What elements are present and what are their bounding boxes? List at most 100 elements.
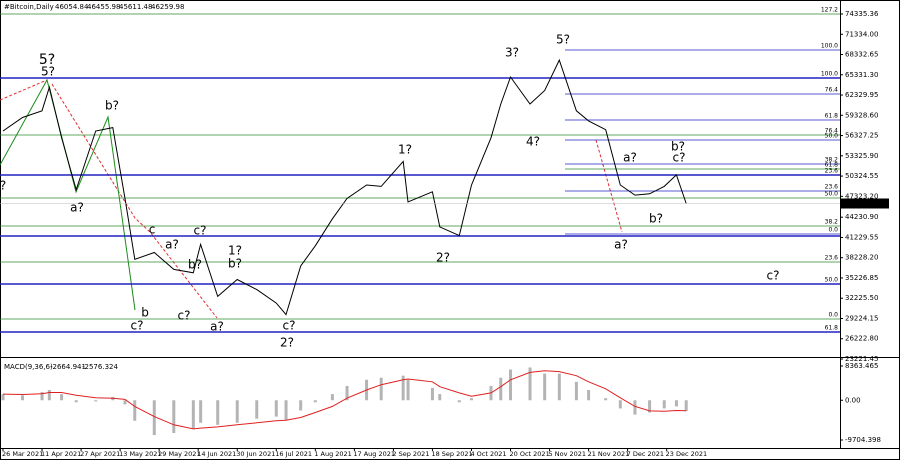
macd-bar <box>557 373 561 401</box>
wave-label: a? <box>70 201 84 215</box>
macd-bar <box>528 367 532 401</box>
x-tick-label: 17 Aug 2021 <box>353 450 395 458</box>
wave-label: 5? <box>556 33 570 47</box>
x-tick-label: 26 Mar 2021 <box>2 450 43 458</box>
macd-bar <box>499 377 503 401</box>
y-tick-label: 68332.65 <box>845 51 878 59</box>
macd-bar <box>40 392 44 401</box>
wave-label: 2? <box>436 251 450 265</box>
wave-label: 1? <box>398 143 412 157</box>
level-label: 23.6 <box>825 168 839 175</box>
macd-bar <box>133 400 137 421</box>
level-label: 0.0 <box>828 227 838 234</box>
wave-label: ? <box>0 179 6 193</box>
wave-label: b? <box>671 140 685 154</box>
level-label: 76.4 <box>825 86 839 93</box>
bar-open: 46054.84 <box>55 3 89 11</box>
macd-bar <box>648 400 652 413</box>
dashed-line <box>595 139 623 233</box>
dashed-line <box>0 79 48 101</box>
macd-bar <box>60 394 64 401</box>
wave-label: 4? <box>526 135 540 149</box>
bar-low: 45611.48 <box>119 3 152 11</box>
macd-bar <box>94 400 98 402</box>
bar-close: 46259.98 <box>151 3 184 11</box>
y-tick-label: 62329.95 <box>845 91 878 99</box>
macd-y-tick-label: -9704.398 <box>845 436 881 444</box>
wave-label: c? <box>131 319 144 333</box>
y-tick-label: 32225.50 <box>845 294 878 302</box>
wave-label: c? <box>767 269 780 283</box>
macd-bar <box>401 375 405 401</box>
header: #Bitcoin,Daily 46054.84 46455.98 45611.4… <box>4 3 184 371</box>
macd-bar <box>191 400 195 429</box>
macd-label: MACD(9,36,6) <box>4 363 53 371</box>
macd-bar <box>330 394 334 401</box>
y-tick-label: 71334.00 <box>845 30 878 38</box>
current-price-box <box>841 198 889 209</box>
level-label: 100.0 <box>821 71 838 78</box>
level-label: 50.0 <box>825 190 839 197</box>
x-tick-label: 4 Oct 2021 <box>470 450 506 458</box>
macd-main: -2664.941 <box>50 363 86 371</box>
x-tick-label: 5 Nov 2021 <box>549 450 587 458</box>
y-tick-label: 44230.90 <box>845 213 878 221</box>
macd-bar <box>216 400 220 425</box>
x-tick-label: 27 Apr 2021 <box>80 450 120 458</box>
wave-label: c? <box>194 224 207 238</box>
macd-bar <box>430 387 434 401</box>
x-tick-label: 21 Nov 2021 <box>588 450 630 458</box>
macd-bar <box>587 390 591 401</box>
x-tick-label: 7 Dec 2021 <box>627 450 664 458</box>
level-label: 23.6 <box>825 254 839 261</box>
macd-bar <box>123 400 127 405</box>
level-label: 100.0 <box>821 42 838 49</box>
x-tick-label: 14 Jun 2021 <box>197 450 236 458</box>
y-tick-label: 35226.85 <box>845 274 878 282</box>
y-tick-label: 29224.15 <box>845 314 878 322</box>
macd-bar <box>345 385 349 401</box>
wave-label: 5? <box>41 65 55 79</box>
price-line <box>2 58 687 316</box>
y-tick-label: 59328.60 <box>845 111 878 119</box>
x-tick-label: 30 Jun 2021 <box>236 450 275 458</box>
macd-bar <box>662 400 666 409</box>
level-label: 61.8 <box>825 324 839 331</box>
wave-label: 1? <box>228 244 242 258</box>
chart-title: #Bitcoin,Daily <box>4 3 54 11</box>
x-tick-label: 29 May 2021 <box>158 450 200 458</box>
macd-bar <box>674 400 678 407</box>
bar-high: 46455.98 <box>87 3 120 11</box>
macd-bar <box>633 400 637 415</box>
macd-bar <box>1 394 5 401</box>
macd-bar <box>274 400 278 417</box>
macd-bar <box>379 377 383 401</box>
wave-label: c? <box>178 309 191 323</box>
y-tick-label: 23221.45 <box>845 355 878 363</box>
macd-bar <box>438 394 442 401</box>
macd-bar <box>255 400 259 419</box>
macd-bar <box>299 400 303 411</box>
macd-y-tick-label: 0.00 <box>845 396 861 404</box>
y-tick-label: 56327.25 <box>845 132 878 140</box>
level-label: 50.0 <box>825 133 839 140</box>
x-tick-label: 1 Aug 2021 <box>314 450 352 458</box>
wave-label: a? <box>623 151 637 165</box>
macd-bar <box>543 373 547 401</box>
macd-bar <box>21 395 25 401</box>
macd-bar <box>152 400 156 436</box>
y-tick-label: 41229.55 <box>845 233 878 241</box>
macd-bar <box>74 400 78 403</box>
level-label: 0.0 <box>828 311 838 318</box>
wave-label: b? <box>105 99 119 113</box>
x-tick-label: 2 Sep 2021 <box>392 450 429 458</box>
dashed-line <box>51 83 218 319</box>
x-tick-label: 16 Jul 2021 <box>275 450 312 458</box>
macd-bar <box>313 400 317 403</box>
x-tick-label: 13 May 2021 <box>119 450 161 458</box>
wave-label: a? <box>165 238 179 252</box>
macd-bar <box>574 381 578 401</box>
wave-label: c? <box>673 151 686 165</box>
